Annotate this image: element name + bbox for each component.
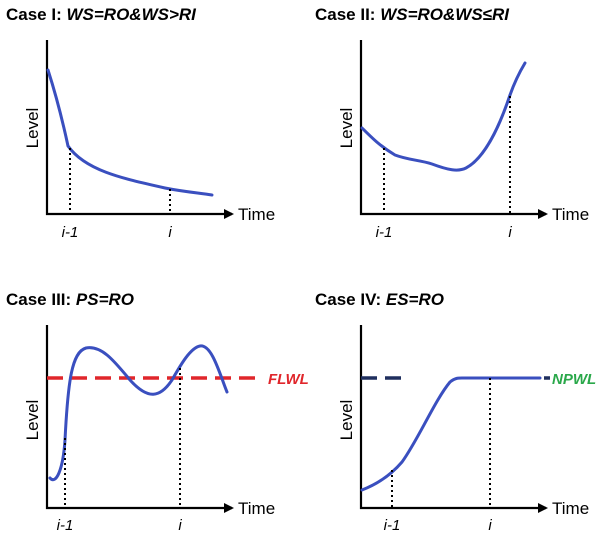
axes [45,40,234,219]
axes [359,40,548,219]
tick-label-i: i [168,224,172,241]
case-condition: ES=RO [386,290,444,309]
case-label: Case I: [6,5,66,24]
tick-label-i: i [178,517,182,534]
panel-case-2: Case II: WS=RO&WS≤RI Level Time i-1 i [315,5,589,241]
tick-label-i-minus-1: i-1 [384,517,401,534]
level-curve [360,376,542,492]
reference-label-npwl: NPWL [552,371,596,388]
panel-title: Case III: PS=RO [6,290,134,309]
case-condition: WS=RO&WS>RI [66,5,197,24]
level-curve [46,68,214,197]
panel-case-3: Case III: PS=RO Level Time FLWL i-1 i [6,290,309,534]
tick-label-i-minus-1: i-1 [376,224,393,241]
level-curve [48,344,229,482]
panel-title: Case II: WS=RO&WS≤RI [315,5,510,24]
case-condition: PS=RO [76,290,134,309]
y-axis-label: Level [337,108,356,149]
y-axis-label: Level [337,400,356,441]
axes [45,325,234,513]
level-curve [360,61,527,172]
panel-title: Case I: WS=RO&WS>RI [6,5,197,24]
panel-case-1: Case I: WS=RO&WS>RI Level Time i-1 i [6,5,275,241]
x-axis-label: Time [238,205,275,224]
reference-label-flwl: FLWL [268,371,309,388]
x-axis-label: Time [238,499,275,518]
tick-label-i: i [508,224,512,241]
y-axis-label: Level [23,108,42,149]
panel-title: Case IV: ES=RO [315,290,444,309]
axes [359,325,548,513]
case-label: Case IV: [315,290,386,309]
case-label: Case III: [6,290,76,309]
tick-label-i-minus-1: i-1 [62,224,79,241]
x-axis-label: Time [552,499,589,518]
x-axis-label: Time [552,205,589,224]
case-condition: WS=RO&WS≤RI [380,5,510,24]
tick-label-i: i [488,517,492,534]
panel-case-4: Case IV: ES=RO Level Time NPWL i-1 i [315,290,596,534]
case-label: Case II: [315,5,380,24]
tick-label-i-minus-1: i-1 [57,517,74,534]
y-axis-label: Level [23,400,42,441]
